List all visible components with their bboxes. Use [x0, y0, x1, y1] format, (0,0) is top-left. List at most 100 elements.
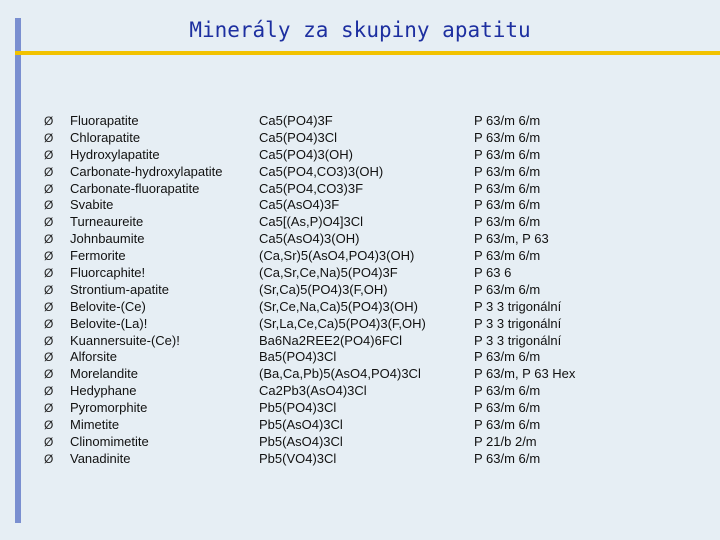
bullet-arrow-icon: Ø — [44, 249, 54, 264]
list-item: Ø Vanadinite Pb5(VO4)3Cl P 63/m 6/m — [44, 451, 594, 468]
mineral-name: Mimetite — [70, 417, 120, 433]
mineral-formula: (Ba,Ca,Pb)5(AsO4,PO4)3Cl — [259, 366, 421, 382]
mineral-name: Turneaureite — [70, 214, 144, 230]
space-group: P 3 3 trigonální — [474, 315, 562, 331]
bullet-arrow-icon: Ø — [44, 418, 54, 433]
bullet-arrow-icon: Ø — [44, 215, 54, 230]
mineral-formula: (Ca,Sr,Ce,Na)5(PO4)3F — [259, 265, 398, 281]
mineral-name: Svabite — [70, 197, 114, 213]
space-group: P 63/m 6/m — [474, 281, 541, 297]
list-item: Ø Carbonate-hydroxylapatite Ca5(PO4,CO3)3(… — [44, 164, 594, 181]
mineral-name: Carbonate-fluorapatite — [70, 180, 200, 196]
bullet-arrow-icon: Ø — [44, 232, 54, 247]
mineral-name: Fermorite — [70, 248, 126, 264]
title-underline — [15, 51, 720, 55]
list-item: Ø Hydroxylapatite Ca5(PO4)3(OH) P 63/m 6/m — [44, 147, 594, 164]
mineral-formula: Ca5[(As,P)O4]3Cl — [259, 214, 364, 230]
space-group: P 63/m, P 63 Hex — [474, 366, 576, 382]
space-group: P 63 6 — [474, 265, 512, 281]
list-item: Ø Svabite Ca5(AsO4)3F P 63/m 6/m — [44, 197, 594, 214]
mineral-formula: Ca5(AsO4)3F — [259, 197, 340, 213]
bullet-arrow-icon: Ø — [44, 299, 54, 314]
bullet-arrow-icon: Ø — [44, 164, 54, 179]
left-accent-bar — [15, 18, 21, 523]
mineral-formula: Ba5(PO4)3Cl — [259, 349, 337, 365]
list-item: Ø Turneaureite Ca5[(As,P)O4]3Cl P 63/m 6/m — [44, 214, 594, 231]
mineral-name: Hydroxylapatite — [70, 146, 160, 162]
bullet-arrow-icon: Ø — [44, 130, 54, 145]
bullet-arrow-icon: Ø — [44, 114, 54, 128]
space-group: P 63/m 6/m — [474, 417, 541, 433]
list-item: Ø Strontium-apatite (Sr,Ca)5(PO4)3(F,OH) P … — [44, 282, 594, 299]
mineral-name: Fluorcaphite! — [70, 265, 146, 281]
mineral-name: Carbonate-hydroxylapatite — [70, 163, 223, 179]
bullet-arrow-icon: Ø — [44, 147, 54, 162]
mineral-name: Strontium-apatite — [70, 281, 169, 297]
mineral-formula: Ca5(PO4)3(OH) — [259, 146, 353, 162]
space-group: P 63/m 6/m — [474, 146, 541, 162]
mineral-name: Chlorapatite — [70, 129, 141, 145]
bullet-arrow-icon: Ø — [44, 316, 54, 331]
mineral-name: Clinomimetite — [70, 433, 149, 449]
slide-title: Minerály za skupiny apatitu — [189, 18, 531, 42]
list-item: Ø Chlorapatite Ca5(PO4)3Cl P 63/m 6/m — [44, 130, 594, 147]
list-item: Ø Pyromorphite Pb5(PO4)3Cl P 63/m 6/m — [44, 400, 594, 417]
list-item: Ø Mimetite Pb5(AsO4)3Cl P 63/m 6/m — [44, 417, 594, 434]
mineral-formula: Pb5(VO4)3Cl — [259, 450, 337, 466]
mineral-formula: Ca5(AsO4)3(OH) — [259, 231, 360, 247]
bullet-arrow-icon: Ø — [44, 282, 54, 297]
space-group: P 3 3 trigonální — [474, 298, 562, 314]
mineral-formula: Ca5(PO4,CO3)3(OH) — [259, 163, 384, 179]
mineral-name: Kuannersuite-(Ce)! — [70, 332, 180, 348]
mineral-name: Hedyphane — [70, 383, 137, 399]
bullet-arrow-icon: Ø — [44, 434, 54, 449]
list-item: Ø Fluorcaphite! (Ca,Sr,Ce,Na)5(PO4)3F P 63 … — [44, 265, 594, 282]
list-item: Ø Carbonate-fluorapatite Ca5(PO4,CO3)3F P 6… — [44, 181, 594, 198]
bullet-arrow-icon: Ø — [44, 401, 54, 416]
bullet-arrow-icon: Ø — [44, 181, 54, 196]
bullet-arrow-icon: Ø — [44, 367, 54, 382]
mineral-formula: Ba6Na2REE2(PO4)6FCl — [259, 332, 403, 348]
mineral-name: Johnbaumite — [70, 231, 145, 247]
list-item: Ø Fermorite (Ca,Sr)5(AsO4,PO4)3(OH) P 63/m … — [44, 248, 594, 265]
mineral-formula: (Ca,Sr)5(AsO4,PO4)3(OH) — [259, 248, 415, 264]
space-group: P 21/b 2/m — [474, 433, 537, 449]
space-group: P 63/m 6/m — [474, 113, 541, 128]
space-group: P 63/m, P 63 — [474, 231, 549, 247]
space-group: P 63/m 6/m — [474, 129, 541, 145]
list-item: Ø Hedyphane Ca2Pb3(AsO4)3Cl P 63/m 6/m — [44, 383, 594, 400]
space-group: P 63/m 6/m — [474, 197, 541, 213]
mineral-name: Belovite-(Ce) — [70, 298, 146, 314]
list-item: Ø Belovite-(Ce) (Sr,Ce,Na,Ca)5(PO4)3(OH) P … — [44, 299, 594, 316]
space-group: P 3 3 trigonální — [474, 332, 562, 348]
bullet-arrow-icon: Ø — [44, 198, 54, 213]
bullet-arrow-icon: Ø — [44, 266, 54, 281]
mineral-list: Ø Fluorapatite Ca5(PO4)3F P 63/m 6/m Ø Chlora… — [44, 113, 594, 468]
space-group: P 63/m 6/m — [474, 400, 541, 416]
space-group: P 63/m 6/m — [474, 163, 541, 179]
bullet-arrow-icon: Ø — [44, 451, 54, 466]
list-item: Ø Clinomimetite Pb5(AsO4)3Cl P 21/b 2/m — [44, 434, 594, 451]
mineral-name: Belovite-(La)! — [70, 315, 148, 331]
mineral-formula: Ca5(PO4)3Cl — [259, 129, 338, 145]
list-item: Ø Morelandite (Ba,Ca,Pb)5(AsO4,PO4)3Cl P 63… — [44, 366, 594, 383]
mineral-name: Pyromorphite — [70, 400, 148, 416]
mineral-name: Vanadinite — [70, 450, 131, 466]
space-group: P 63/m 6/m — [474, 180, 541, 196]
space-group: P 63/m 6/m — [474, 248, 541, 264]
bullet-arrow-icon: Ø — [44, 333, 54, 348]
list-item: Ø Fluorapatite Ca5(PO4)3F P 63/m 6/m — [44, 113, 594, 130]
bullet-arrow-icon: Ø — [44, 384, 54, 399]
list-item: Ø Alforsite Ba5(PO4)3Cl P 63/m 6/m — [44, 349, 594, 366]
space-group: P 63/m 6/m — [474, 349, 541, 365]
mineral-formula: Ca2Pb3(AsO4)3Cl — [259, 383, 367, 399]
mineral-formula: (Sr,Ca)5(PO4)3(F,OH) — [259, 281, 388, 297]
mineral-name: Morelandite — [70, 366, 138, 382]
mineral-formula: Ca5(PO4,CO3)3F — [259, 180, 364, 196]
mineral-formula: Pb5(PO4)3Cl — [259, 400, 337, 416]
list-item: Ø Kuannersuite-(Ce)! Ba6Na2REE2(PO4)6FCl P … — [44, 333, 594, 350]
space-group: P 63/m 6/m — [474, 383, 541, 399]
mineral-formula: (Sr,Ce,Na,Ca)5(PO4)3(OH) — [259, 298, 418, 314]
list-item: Ø Johnbaumite Ca5(AsO4)3(OH) P 63/m, P 63 — [44, 231, 594, 248]
mineral-formula: Ca5(PO4)3F — [259, 113, 333, 128]
